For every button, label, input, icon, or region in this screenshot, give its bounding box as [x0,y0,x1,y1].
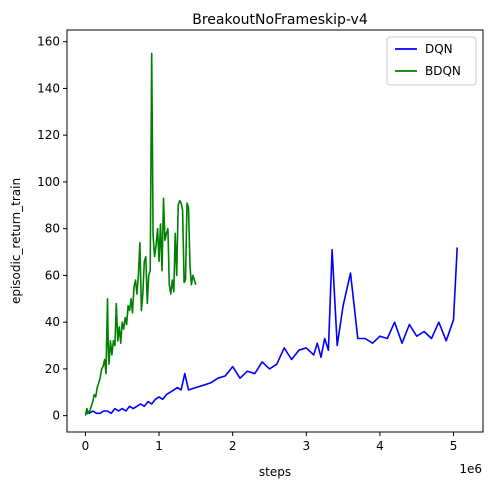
y-tick-label: 140 [37,81,60,95]
x-tick-label: 2 [229,439,237,453]
y-tick-label: 60 [45,268,60,282]
y-tick-label: 120 [37,128,60,142]
x-axis-label: steps [259,465,291,479]
series-line-dqn [85,247,458,415]
y-axis: 0 20 40 60 80 100 120 140 160 [37,35,67,423]
x-tick-label: 1 [155,439,163,453]
y-tick-label: 20 [45,362,60,376]
legend-label-bdqn: BDQN [425,64,461,78]
y-axis-label: episodic_return_train [9,178,23,304]
x-tick-label: 5 [450,439,458,453]
y-tick-label: 0 [52,409,60,423]
legend: DQN BDQN [386,36,477,86]
series-line-bdqn [84,52,197,416]
chart-title: BreakoutNoFrameskip-v4 [192,12,368,28]
x-tick-label: 3 [302,439,310,453]
x-axis: 0 1 2 3 4 5 [82,432,458,453]
series-lines [84,52,458,416]
x-axis-scale-label: 1e6 [459,462,482,476]
x-tick-label: 0 [82,439,90,453]
y-tick-label: 160 [37,35,60,49]
y-tick-label: 100 [37,175,60,189]
y-tick-label: 40 [45,315,60,329]
y-tick-label: 80 [45,222,60,236]
legend-label-dqn: DQN [425,42,453,56]
plot-frame [66,29,484,433]
x-tick-label: 4 [376,439,384,453]
